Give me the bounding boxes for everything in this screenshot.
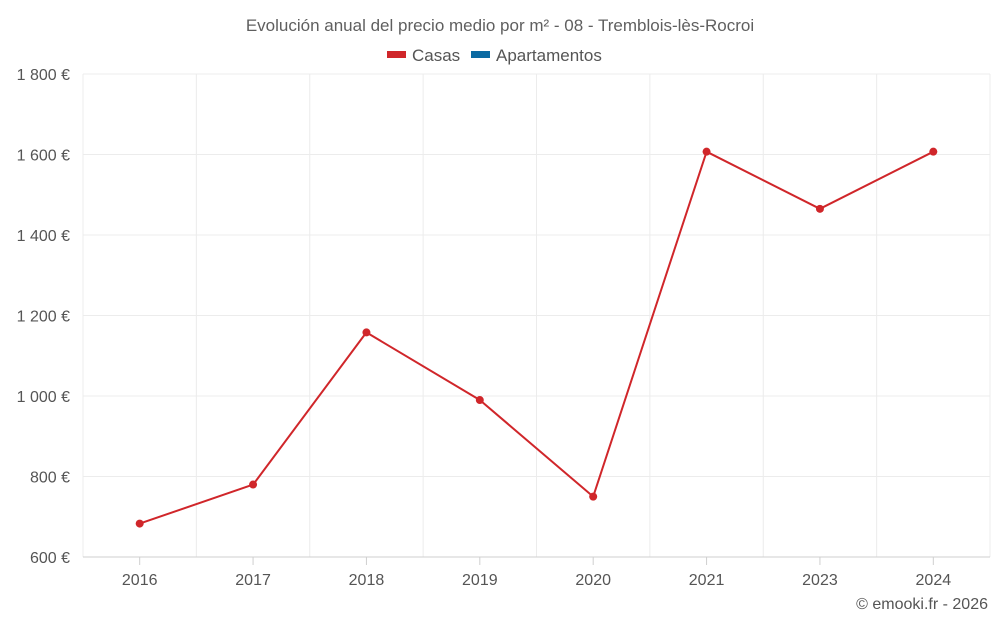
- series-layer: [135, 147, 938, 528]
- y-axis: 600 € 800 € 1 000 € 1 200 € 1 400 € 1 600 € 1 …: [17, 67, 70, 567]
- data-point-casas[interactable]: [815, 204, 824, 213]
- data-point-casas[interactable]: [362, 328, 371, 337]
- x-tick-label: 2017: [235, 572, 271, 589]
- y-tick-label: 600 €: [30, 550, 70, 567]
- legend-label-apartamentos: Apartamentos: [496, 46, 602, 65]
- y-tick-label: 1 400 €: [17, 228, 70, 245]
- x-tick-label: 2018: [349, 572, 385, 589]
- data-point-casas[interactable]: [249, 480, 258, 489]
- data-point-casas[interactable]: [135, 519, 144, 528]
- series-line-casas: [139, 150, 934, 525]
- chart-credit: © emooki.fr - 2026: [856, 596, 988, 613]
- legend-swatch-casas: [387, 51, 406, 58]
- legend-item-apartamentos[interactable]: Apartamentos: [471, 46, 602, 65]
- legend-swatch-apartamentos: [471, 51, 490, 58]
- data-point-casas[interactable]: [589, 492, 598, 501]
- data-point-casas[interactable]: [929, 147, 938, 156]
- x-tick-label: 2019: [462, 572, 498, 589]
- y-tick-label: 1 600 €: [17, 148, 70, 165]
- y-tick-label: 1 000 €: [17, 389, 70, 406]
- x-tick-label: 2023: [802, 572, 838, 589]
- data-point-casas[interactable]: [475, 396, 484, 405]
- y-tick-label: 1 800 €: [17, 67, 70, 84]
- y-tick-label: 1 200 €: [17, 309, 70, 326]
- x-tick-label: 2016: [122, 572, 158, 589]
- legend-item-casas[interactable]: Casas: [387, 46, 460, 65]
- x-tick-label: 2021: [689, 572, 725, 589]
- x-tick-label: 2024: [916, 572, 952, 589]
- x-axis: 2016 2017 2018 2019 2020 2021 2023 2024: [83, 556, 990, 589]
- data-point-casas[interactable]: [702, 147, 711, 156]
- legend-label-casas: Casas: [412, 46, 460, 65]
- chart-title: Evolución anual del precio medio por m² …: [246, 16, 754, 35]
- x-tick-label: 2020: [575, 572, 611, 589]
- chart-legend: Casas Apartamentos: [387, 46, 602, 65]
- grid-lines: [82, 73, 991, 558]
- y-tick-label: 800 €: [30, 470, 70, 487]
